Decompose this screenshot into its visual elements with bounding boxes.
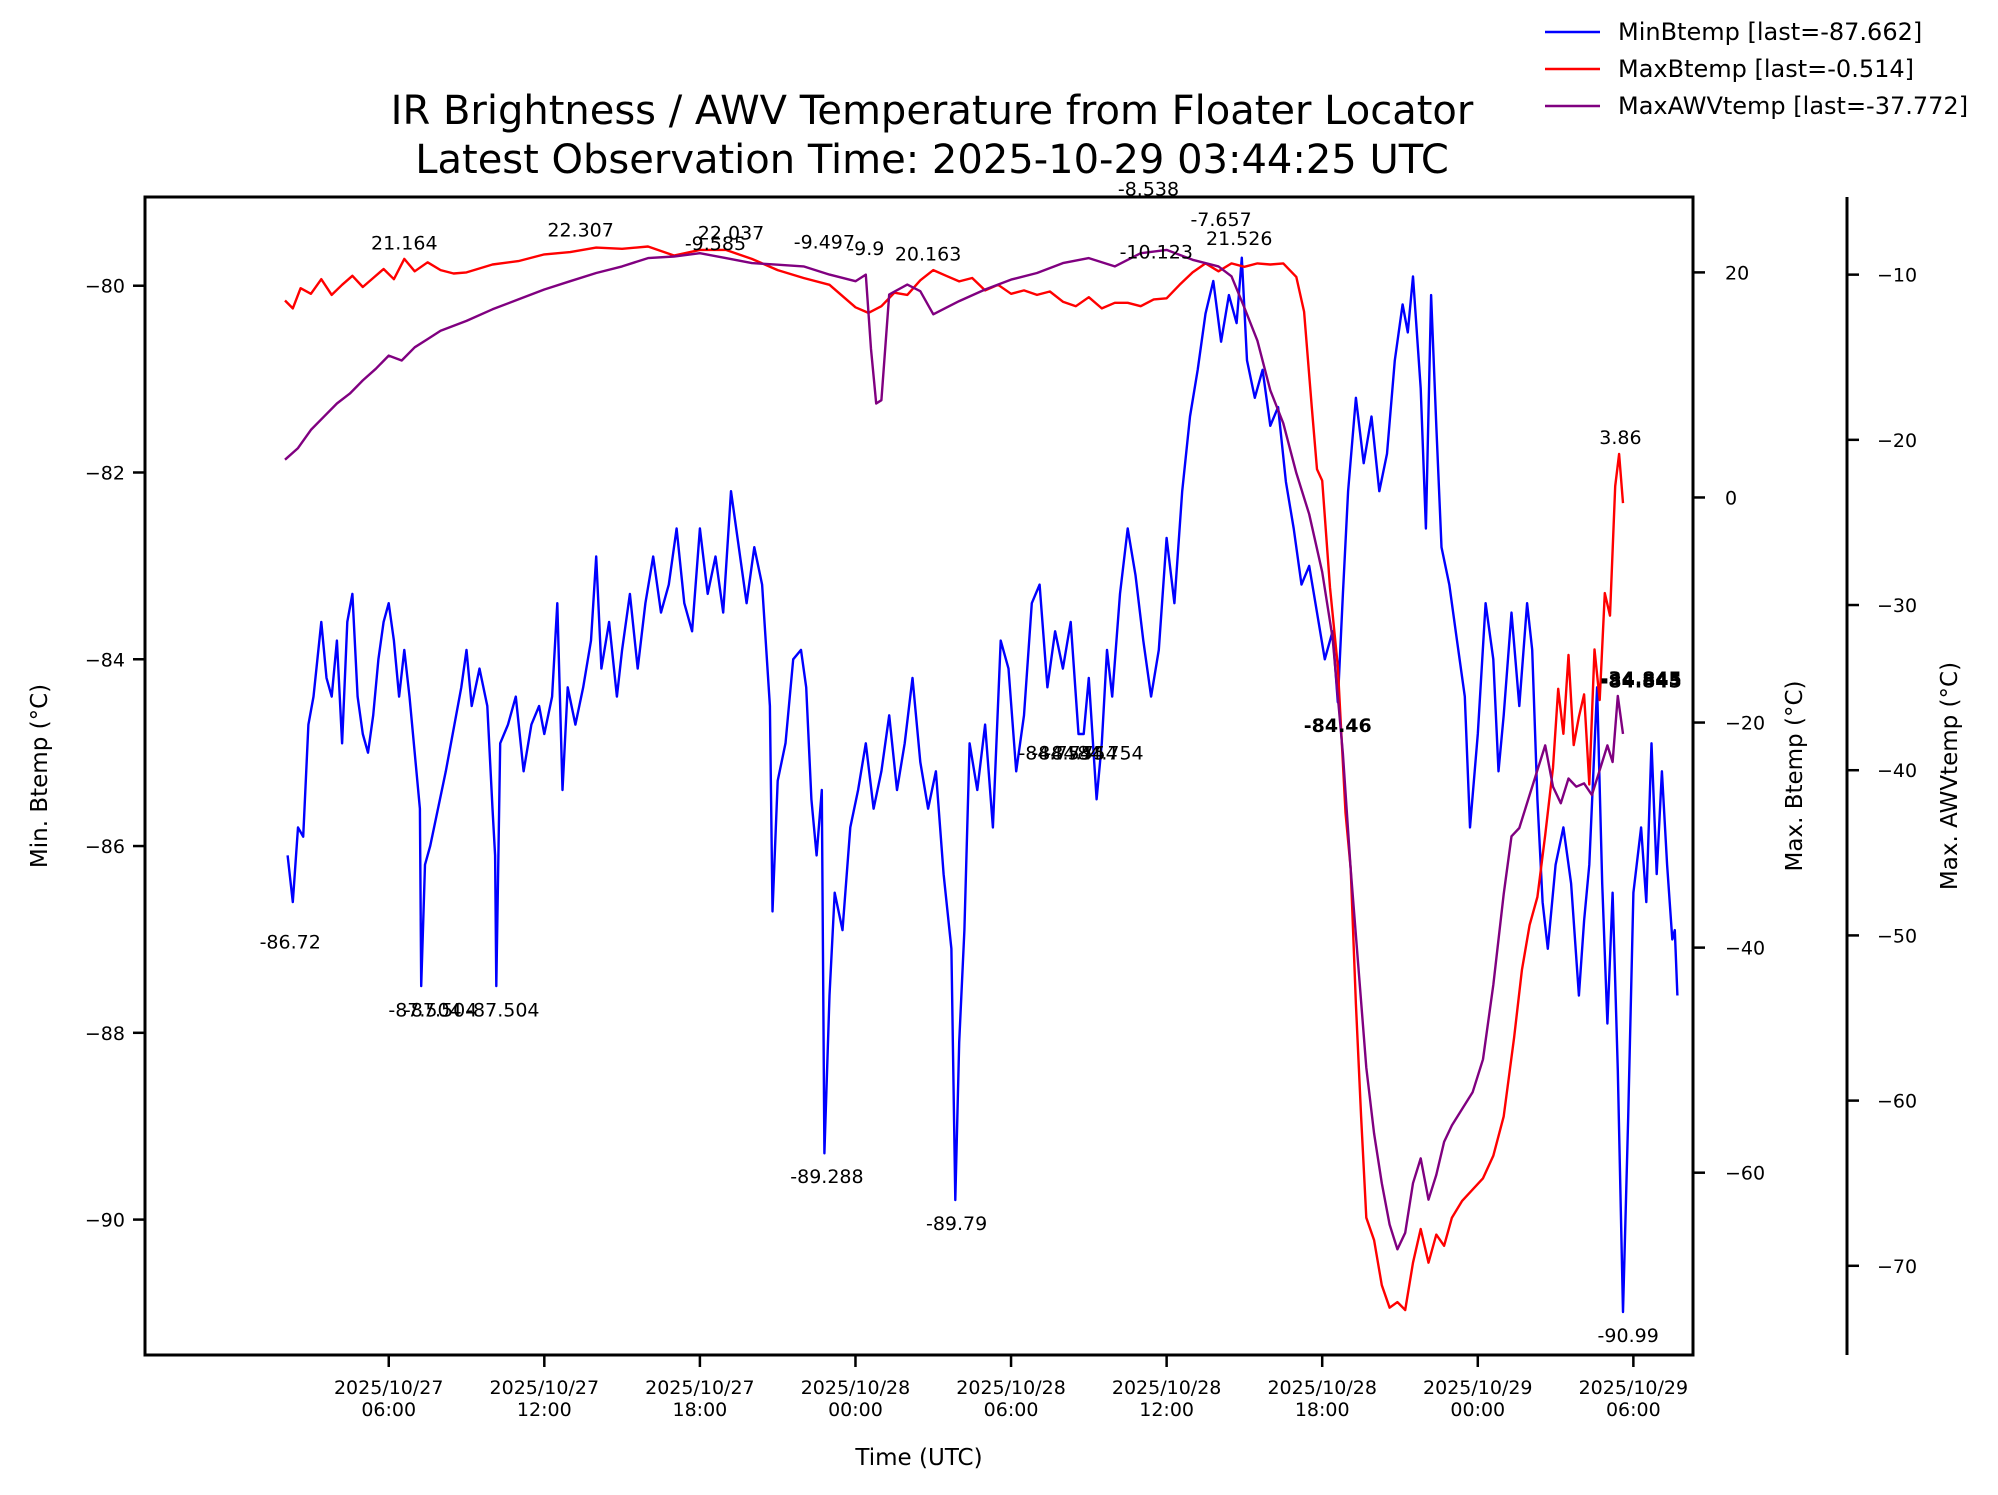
y-right2-tick-label: −10 <box>1877 265 1917 287</box>
y-right2-tick-label: −40 <box>1877 760 1917 782</box>
data-label: -84.46 <box>1304 715 1372 737</box>
x-tick-label-date: 2025/10/29 <box>1423 1377 1533 1399</box>
x-tick-label-time: 12:00 <box>1139 1399 1194 1421</box>
x-tick-label-time: 00:00 <box>1450 1399 1505 1421</box>
x-tick-label-time: 06:00 <box>984 1399 1039 1421</box>
y-axis-right1-label: Max. Btemp (°C) <box>1782 681 1808 872</box>
data-label: -84.754 <box>1070 743 1143 765</box>
plot-frame <box>143 195 1695 1357</box>
y-right2-tick-label: −20 <box>1877 430 1917 452</box>
series-line-maxawvtemp <box>284 248 1625 1251</box>
x-tick-label-time: 18:00 <box>1295 1399 1350 1421</box>
data-label: -90.99 <box>1598 1325 1659 1347</box>
x-tick-label-time: 18:00 <box>673 1399 728 1421</box>
y-right1-tick-label: −60 <box>1725 1163 1765 1185</box>
series-line-minbtemp <box>286 256 1679 1314</box>
legend-label-maxbtemp: MaxBtemp [last=-0.514] <box>1618 55 1914 83</box>
data-label: -89.79 <box>926 1213 987 1235</box>
data-label: -89.288 <box>790 1166 863 1188</box>
legend: MinBtemp [last=-87.662] MaxBtemp [last=-… <box>1545 18 1968 120</box>
data-label: -84.754 <box>1031 743 1104 765</box>
y-right1-tick-label: −40 <box>1725 938 1765 960</box>
data-label: 3.86 <box>1599 427 1641 449</box>
x-tick-label-date: 2025/10/27 <box>490 1377 600 1399</box>
y-axis-left-label: Min. Btemp (°C) <box>27 684 53 868</box>
series-layer <box>284 245 1679 1314</box>
legend-label-minbtemp: MinBtemp [last=-87.662] <box>1618 18 1922 46</box>
data-label: 21.526 <box>1206 228 1272 250</box>
y-left-tick-label: −80 <box>85 276 125 298</box>
y-axis-right2-label: Max. AWVtemp (°C) <box>1937 662 1963 890</box>
data-label: -84.754 <box>1044 743 1117 765</box>
data-label: -10.123 <box>1120 242 1193 264</box>
data-label: -9.9 <box>847 238 884 260</box>
chart-title-line1: IR Brightness / AWV Temperature from Flo… <box>391 88 1474 134</box>
legend-label-maxawvtemp: MaxAWVtemp [last=-37.772] <box>1618 92 1968 120</box>
data-label: 21.164 <box>371 232 437 254</box>
data-label: -9.585 <box>685 233 746 255</box>
y-left-tick-label: −90 <box>85 1210 125 1232</box>
x-tick-label-time: 06:00 <box>1606 1399 1661 1421</box>
y-right1-tick-label: 0 <box>1725 487 1737 509</box>
axes-layer: 2025/10/2706:002025/10/2712:002025/10/27… <box>85 262 1917 1421</box>
series-line-maxbtemp <box>284 245 1625 1312</box>
y-right1-tick-label: −20 <box>1725 713 1765 735</box>
y-left-tick-label: −86 <box>85 836 125 858</box>
y-right1-tick-label: 20 <box>1725 262 1749 284</box>
data-label: -84.845 <box>1601 670 1682 692</box>
x-tick-label-date: 2025/10/27 <box>334 1377 444 1399</box>
data-label: 22.037 <box>698 222 764 244</box>
x-tick-label-time: 00:00 <box>828 1399 883 1421</box>
data-label: -86.72 <box>260 931 321 953</box>
y-right2-tick-label: −50 <box>1877 925 1917 947</box>
y-right2-tick-label: −70 <box>1877 1256 1917 1278</box>
annotation-layer: -86.72 -87.504-87.504-87.504 -89.288 -89.79… <box>260 178 1682 1347</box>
x-tick-label-date: 2025/10/28 <box>801 1377 911 1399</box>
y-left-tick-label: −88 <box>85 1023 125 1045</box>
data-label: -8.538 <box>1118 178 1179 200</box>
data-label: -7.657 <box>1190 209 1251 231</box>
x-tick-label-date: 2025/10/28 <box>956 1377 1066 1399</box>
x-tick-label-date: 2025/10/28 <box>1267 1377 1377 1399</box>
x-axis-label: Time (UTC) <box>854 1445 982 1471</box>
y-left-tick-label: −82 <box>85 462 125 484</box>
data-label: -9.497 <box>794 231 855 253</box>
data-label: 20.163 <box>895 244 961 266</box>
data-label: -87.504 <box>466 999 539 1021</box>
y-right2-tick-label: −60 <box>1877 1091 1917 1113</box>
x-tick-label-date: 2025/10/28 <box>1112 1377 1222 1399</box>
data-label: -34.845 <box>1601 668 1682 690</box>
x-tick-label-date: 2025/10/27 <box>645 1377 755 1399</box>
y-right2-tick-label: −30 <box>1877 595 1917 617</box>
x-tick-label-time: 06:00 <box>361 1399 416 1421</box>
x-tick-label-time: 12:00 <box>517 1399 572 1421</box>
y-left-tick-label: −84 <box>85 649 125 671</box>
data-label: 22.307 <box>547 219 613 241</box>
x-tick-label-date: 2025/10/29 <box>1579 1377 1689 1399</box>
data-label: -84.754 <box>1018 743 1091 765</box>
chart-title-line2: Latest Observation Time: 2025-10-29 03:4… <box>415 137 1449 183</box>
data-label: -87.504 <box>404 999 477 1021</box>
data-label: -87.504 <box>388 999 461 1021</box>
